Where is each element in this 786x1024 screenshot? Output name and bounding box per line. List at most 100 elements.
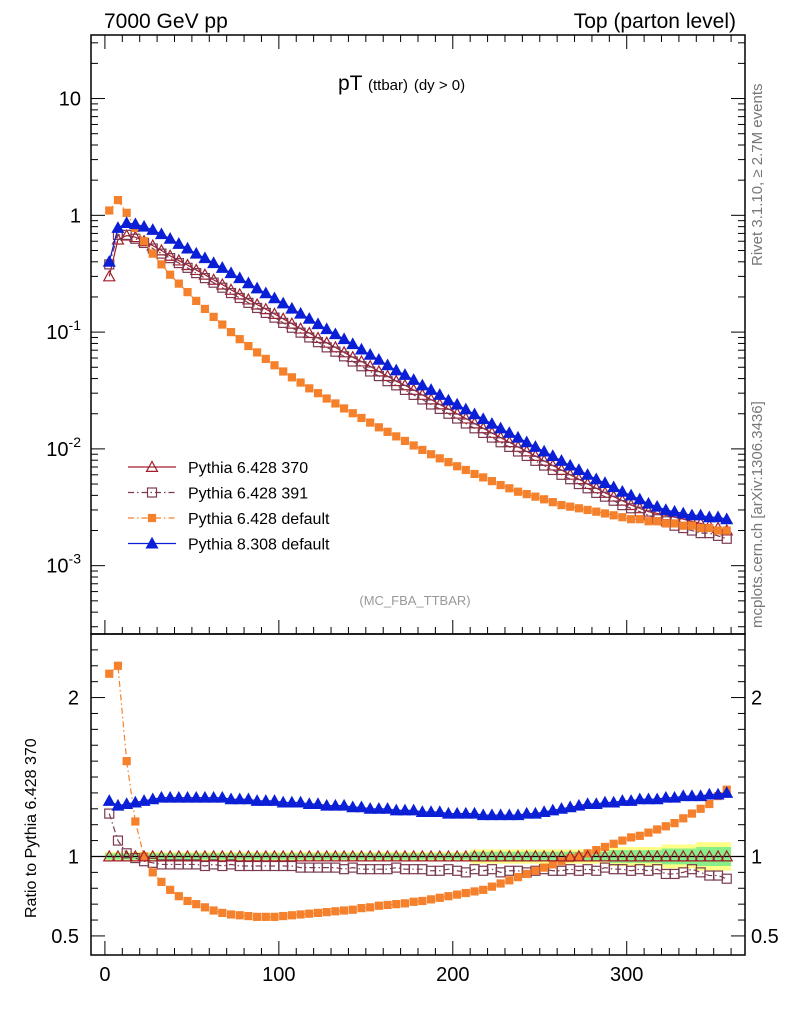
main-point-2 [253, 348, 262, 357]
ratio-point-1 [609, 839, 618, 848]
ratio-point-2 [250, 794, 264, 806]
ratio-ref-point [363, 849, 377, 862]
ratio-point-1 [183, 896, 192, 906]
ratio-point-2 [207, 790, 221, 803]
main-point-3 [537, 444, 551, 457]
ratio-ref-point [241, 849, 255, 862]
main-point-3 [511, 430, 525, 443]
ratio-point-1 [366, 903, 375, 912]
main-point-2 [322, 394, 331, 403]
ratio-ref-point [546, 849, 560, 862]
main-point-3 [233, 271, 247, 284]
ratio-xtick-label: 100 [262, 964, 295, 986]
main-point-2 [609, 511, 618, 520]
ratio-point-1 [696, 804, 705, 813]
main-point-3 [546, 449, 560, 461]
ratio-ytick-label-right: 1 [751, 846, 762, 868]
ratio-ref-point [128, 849, 142, 862]
ratio-ref-point [528, 849, 542, 862]
ratio-point-2 [215, 790, 229, 803]
ratio-point-1 [505, 876, 514, 885]
main-point-3 [320, 322, 334, 335]
ratio-ref-point [198, 849, 212, 862]
ratio-point-1 [192, 900, 201, 909]
main-point-0 [172, 253, 186, 266]
main-point-0 [102, 269, 116, 282]
ratio-point-2 [241, 792, 255, 805]
ratio-ref-point [354, 849, 368, 862]
ratio-ref-point [267, 849, 282, 862]
main-point-2 [713, 526, 723, 535]
ratio-point-1 [174, 892, 183, 901]
main-point-2 [392, 432, 401, 441]
ratio-point-1 [270, 912, 279, 921]
ratio-ref-point [337, 849, 351, 862]
main-point-0 [189, 263, 203, 276]
analysis-label: (MC_FBA_TTBAR) [359, 593, 470, 608]
main-point-3 [676, 506, 690, 519]
ratio-point-1 [357, 904, 366, 913]
ratio-point-2 [389, 803, 403, 816]
ratio-point-1 [487, 882, 497, 891]
main-point-3 [633, 492, 647, 505]
main-point-2 [270, 361, 279, 370]
ratio-point-0 [712, 870, 724, 881]
ratio-ref-point [215, 849, 229, 862]
main-point-1 [269, 312, 280, 323]
ratio-point-2 [607, 795, 621, 808]
ratio-point-1 [374, 901, 383, 910]
main-point-3 [224, 266, 238, 279]
ratio-point-1 [226, 910, 236, 919]
main-point-1 [721, 533, 732, 544]
legend-marker-2 [147, 513, 157, 523]
main-point-2 [200, 304, 210, 314]
ratio-point-1 [635, 831, 644, 840]
ratio-point-1 [296, 910, 305, 919]
main-point-3 [441, 393, 455, 406]
ratio-ref-point [668, 849, 682, 862]
main-point-3 [146, 223, 160, 235]
ratio-point-0 [112, 835, 124, 846]
ratio-point-2 [520, 806, 534, 819]
ratio-point-2 [589, 797, 603, 810]
main-point-3 [598, 476, 612, 489]
plot-title-cut: (dy > 0) [414, 77, 465, 94]
main-ytick-label: 10-3 [46, 551, 81, 578]
main-series-line-1 [108, 234, 727, 540]
ratio-ref-point [598, 849, 612, 862]
main-series-line-2 [108, 199, 727, 532]
ratio-point-2 [189, 790, 203, 803]
main-point-0 [450, 407, 464, 419]
main-point-2 [218, 320, 227, 329]
ratio-point-1 [122, 757, 131, 766]
main-point-2 [592, 507, 601, 516]
main-point-2 [444, 458, 453, 467]
main-point-3 [241, 276, 255, 289]
ratio-point-1 [426, 895, 436, 904]
main-point-3 [711, 510, 725, 523]
main-point-3 [267, 291, 282, 304]
ratio-point-1 [157, 877, 166, 887]
ratio-point-1 [148, 868, 157, 877]
main-point-3 [128, 217, 142, 230]
ratio-point-2 [320, 798, 334, 811]
main-point-2 [122, 208, 131, 217]
ratio-point-1 [661, 822, 670, 831]
main-point-2 [113, 196, 123, 205]
ratio-point-1 [348, 905, 357, 914]
ratio-ref-point [111, 849, 125, 862]
main-point-0 [154, 243, 168, 256]
ratio-point-2 [198, 790, 212, 803]
main-point-3 [346, 337, 360, 350]
ratio-point-1 [166, 885, 175, 894]
ratio-ref-point [485, 849, 499, 862]
ratio-point-1 [513, 873, 523, 882]
ratio-point-1 [400, 899, 410, 908]
main-point-2 [661, 519, 670, 528]
main-point-3 [189, 246, 203, 259]
main-point-3 [581, 468, 595, 480]
main-point-3 [120, 216, 134, 228]
plot-title-main: pT [338, 72, 363, 95]
ratio-point-1 [418, 896, 427, 906]
ratio-ref-point [659, 849, 673, 862]
